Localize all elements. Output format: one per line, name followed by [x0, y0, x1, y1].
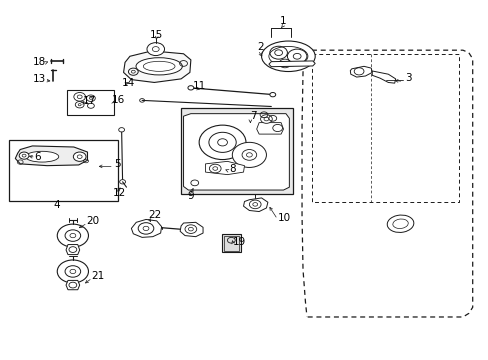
- Circle shape: [65, 266, 81, 277]
- Ellipse shape: [386, 215, 413, 233]
- Text: 1: 1: [280, 17, 286, 27]
- Circle shape: [75, 102, 84, 108]
- Polygon shape: [66, 244, 80, 255]
- Bar: [181, 108, 293, 194]
- Polygon shape: [66, 280, 80, 290]
- Text: 14: 14: [122, 78, 135, 88]
- Circle shape: [147, 42, 164, 55]
- Text: 6: 6: [34, 152, 41, 162]
- Text: 3: 3: [405, 73, 411, 83]
- Ellipse shape: [25, 151, 59, 162]
- Bar: [9, 140, 118, 201]
- Text: 10: 10: [277, 213, 290, 222]
- Polygon shape: [123, 51, 190, 82]
- Circle shape: [208, 132, 236, 152]
- Polygon shape: [371, 71, 395, 83]
- Text: 13: 13: [33, 74, 46, 84]
- Text: 19: 19: [233, 237, 246, 247]
- Text: 11: 11: [192, 81, 205, 91]
- Polygon shape: [349, 66, 371, 77]
- Text: 9: 9: [186, 191, 193, 201]
- Polygon shape: [15, 146, 87, 166]
- Text: 2: 2: [257, 42, 264, 52]
- Circle shape: [260, 115, 272, 123]
- Circle shape: [65, 230, 81, 241]
- Bar: [221, 234, 241, 252]
- Circle shape: [138, 223, 154, 234]
- Circle shape: [73, 152, 86, 161]
- Circle shape: [74, 93, 85, 101]
- Text: 17: 17: [82, 96, 96, 106]
- Polygon shape: [180, 222, 203, 237]
- Text: 4: 4: [53, 200, 60, 210]
- Polygon shape: [131, 220, 161, 237]
- Ellipse shape: [143, 61, 175, 71]
- Text: 15: 15: [150, 30, 163, 40]
- Ellipse shape: [136, 58, 182, 75]
- Circle shape: [190, 180, 198, 186]
- Polygon shape: [243, 198, 267, 212]
- Ellipse shape: [261, 41, 315, 72]
- Text: 18: 18: [33, 57, 46, 67]
- Circle shape: [187, 86, 193, 90]
- Text: 8: 8: [228, 163, 235, 174]
- Circle shape: [57, 260, 88, 283]
- Circle shape: [272, 125, 282, 132]
- Text: 20: 20: [86, 216, 99, 226]
- Text: 5: 5: [114, 159, 120, 169]
- Text: 22: 22: [148, 210, 162, 220]
- Text: 7: 7: [250, 111, 257, 121]
- Circle shape: [57, 224, 88, 247]
- Circle shape: [119, 128, 124, 132]
- Text: 12: 12: [113, 188, 126, 198]
- Circle shape: [249, 200, 261, 209]
- Circle shape: [209, 164, 221, 173]
- Polygon shape: [183, 114, 289, 190]
- Circle shape: [199, 125, 245, 159]
- Circle shape: [242, 149, 256, 160]
- Circle shape: [232, 142, 266, 167]
- Circle shape: [19, 152, 29, 159]
- Ellipse shape: [268, 46, 307, 66]
- Text: 21: 21: [91, 271, 104, 281]
- Polygon shape: [205, 161, 244, 175]
- Polygon shape: [256, 123, 283, 134]
- Circle shape: [86, 95, 95, 102]
- Text: 16: 16: [112, 95, 125, 105]
- Bar: [224, 235, 238, 251]
- Circle shape: [269, 93, 275, 97]
- Bar: [66, 90, 114, 116]
- Polygon shape: [268, 61, 315, 67]
- Ellipse shape: [392, 219, 407, 229]
- Circle shape: [120, 180, 125, 184]
- Circle shape: [184, 225, 196, 233]
